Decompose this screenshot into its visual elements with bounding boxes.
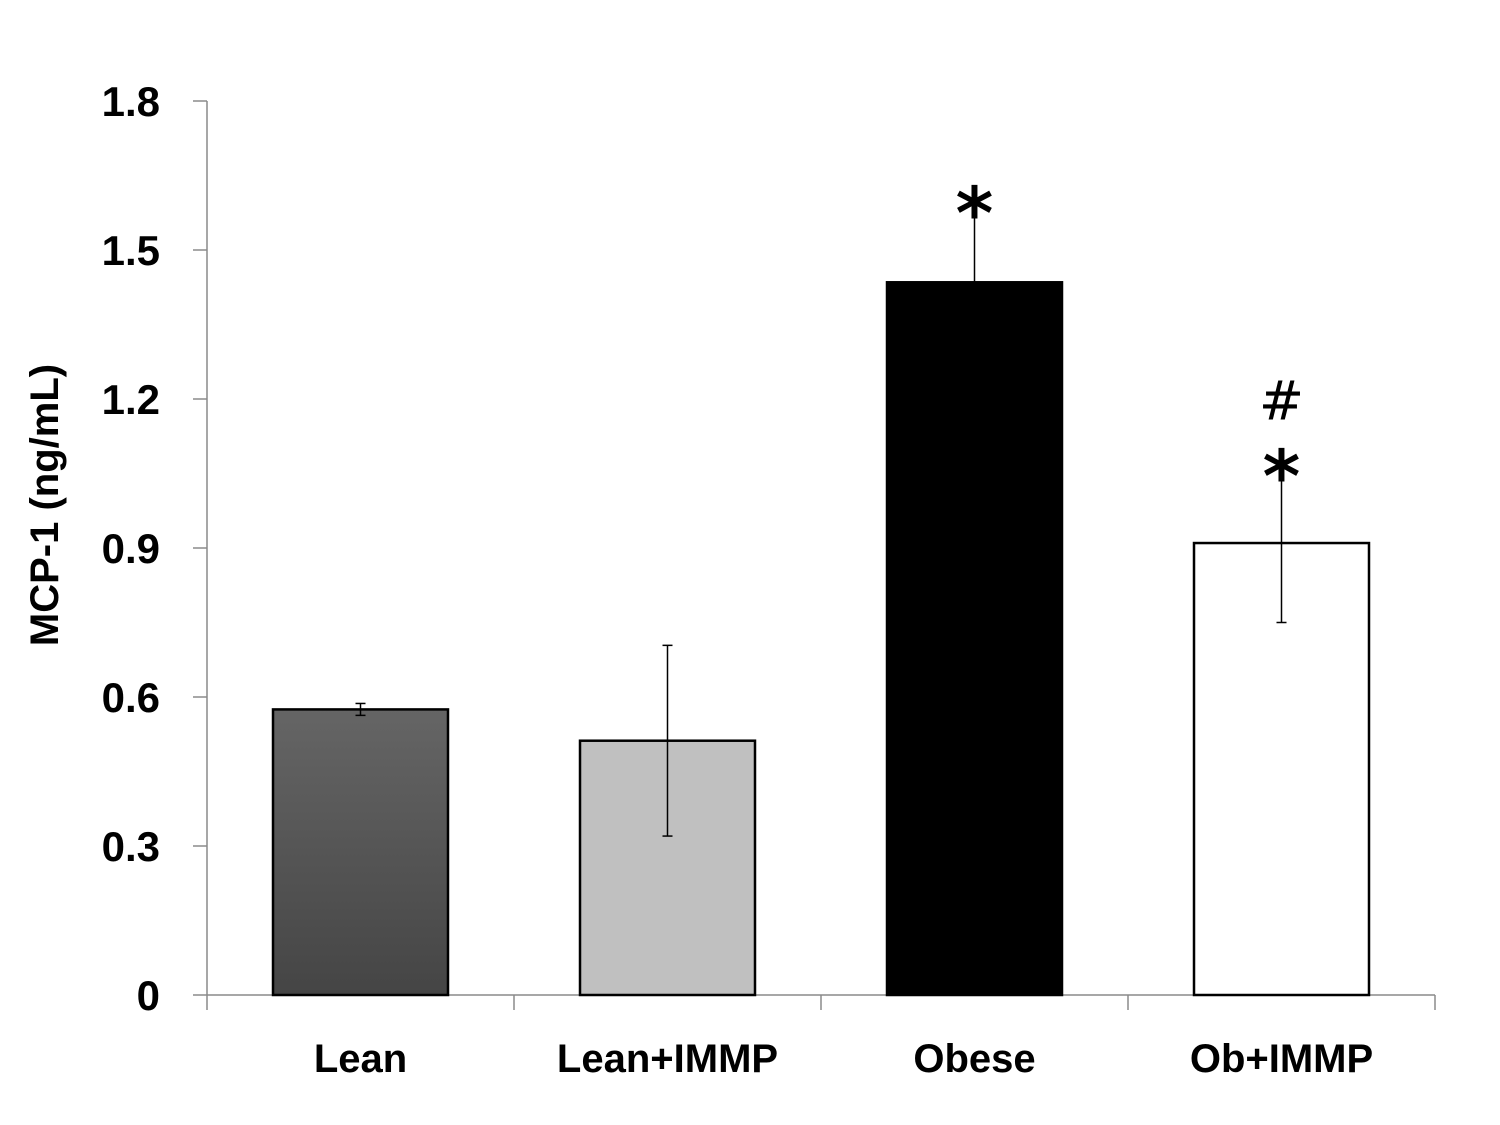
y-tick-label: 0.9 <box>102 525 160 572</box>
significance-annotations: * # * <box>956 171 1304 518</box>
y-tick-label: 1.5 <box>102 227 160 274</box>
significance-marker: * <box>956 171 994 255</box>
category-label: Lean <box>314 1037 407 1081</box>
y-tick-label: 0 <box>137 972 160 1019</box>
bars <box>271 281 1371 997</box>
category-labels: Lean Lean+IMMP Obese Ob+IMMP <box>314 1037 1373 1081</box>
category-label: Lean+IMMP <box>557 1037 778 1081</box>
significance-marker: # * <box>1259 370 1304 519</box>
bar-lean <box>271 708 450 997</box>
y-tick-labels: 0 0.3 0.6 0.9 1.2 1.5 1.8 <box>102 78 160 1019</box>
y-tick-label: 0.6 <box>102 674 160 721</box>
category-label: Ob+IMMP <box>1190 1037 1373 1081</box>
bar-obese <box>885 281 1064 997</box>
y-tick-label: 0.3 <box>102 823 160 870</box>
error-bars <box>355 199 1287 837</box>
y-tick-label: 1.2 <box>102 376 160 423</box>
y-axis-title: MCP-1 (ng/mL) <box>23 364 67 646</box>
y-tick-label: 1.8 <box>102 78 160 125</box>
category-label: Obese <box>913 1037 1035 1081</box>
